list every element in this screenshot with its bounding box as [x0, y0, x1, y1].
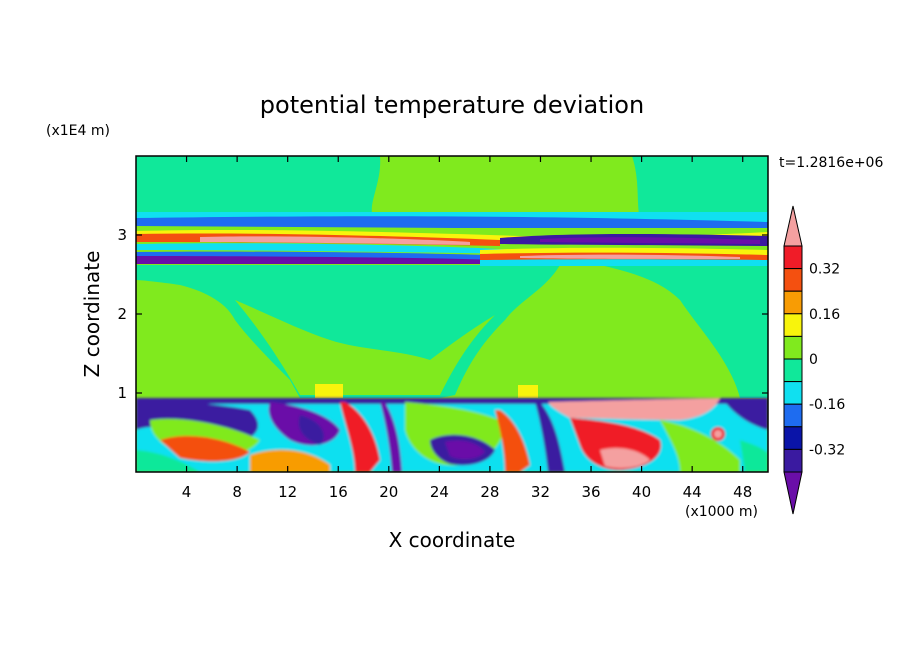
x-tick-label: 40 [632, 483, 651, 501]
colorbar-swatch [783, 313, 803, 337]
y-units-label: (x1E4 m) [46, 123, 110, 139]
plot-field [136, 156, 768, 472]
colorbar-tick-label: -0.16 [809, 397, 845, 413]
x-tick-label: 20 [379, 483, 398, 501]
colorbar-swatch [783, 358, 803, 383]
field-yellow-patch-2 [518, 385, 538, 398]
colorbar-tick-label: 0 [809, 352, 818, 368]
time-label: t=1.2816e+06 [779, 155, 883, 171]
colorbar-swatch [783, 426, 803, 450]
chart-title: potential temperature deviation [260, 91, 644, 119]
x-tick-label: 24 [430, 483, 449, 501]
colorbar-tick-label: -0.32 [809, 442, 845, 458]
field-region-teal-right-mid [600, 265, 768, 398]
colorbar-swatch [783, 403, 803, 428]
x-tick-label: 16 [329, 483, 348, 501]
x-tick-label: 28 [480, 483, 499, 501]
x-tick-label: 4 [182, 483, 192, 501]
x-tick-label: 44 [683, 483, 702, 501]
colorbar-swatch [783, 381, 803, 405]
x-ticks: 4 8 12 16 20 24 28 32 36 40 44 48 [182, 156, 752, 501]
colorbar-swatch [783, 335, 803, 360]
y-axis-label: Z coordinate [80, 251, 104, 378]
colorbar-extend-low [783, 471, 803, 515]
field-yellow-patch-1 [315, 384, 343, 398]
x-tick-label: 36 [581, 483, 600, 501]
colorbar-extend-high [783, 205, 803, 247]
y-tick-label: 3 [117, 226, 127, 244]
colorbar-tick-label: 0.16 [809, 307, 840, 323]
colorbar-swatch [783, 290, 803, 315]
field-region-teal-right [632, 156, 768, 222]
x-tick-label: 32 [531, 483, 550, 501]
colorbar-swatch [783, 268, 803, 292]
colorbar-tick-label: 0.32 [809, 262, 840, 278]
field-region-teal-left [136, 156, 381, 213]
colorbar: 0.32 0.16 0 -0.16 -0.32 [783, 205, 845, 515]
x-tick-label: 48 [733, 483, 752, 501]
boundary-layer [136, 398, 768, 472]
x-tick-label: 8 [232, 483, 242, 501]
y-tick-label: 2 [117, 305, 127, 323]
x-units-label: (x1000 m) [685, 504, 758, 520]
colorbar-swatch [783, 448, 803, 473]
upper-shear-layer [136, 212, 768, 266]
x-axis-label: X coordinate [389, 528, 516, 552]
y-ticks: 1 2 3 [117, 226, 768, 402]
y-tick-label: 1 [117, 384, 127, 402]
x-tick-label: 12 [278, 483, 297, 501]
colorbar-swatch [783, 245, 803, 270]
field-region-green-lobe [235, 300, 495, 395]
